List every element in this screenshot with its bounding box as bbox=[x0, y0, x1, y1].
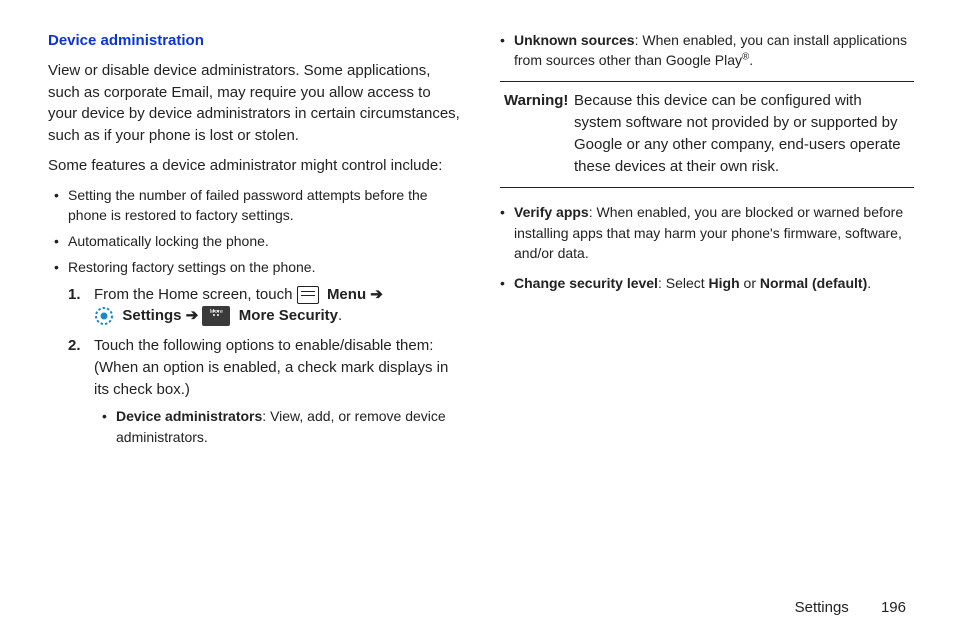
step1-text-a: From the Home screen, touch bbox=[94, 286, 297, 303]
page-number: 196 bbox=[881, 599, 906, 616]
feature-bullets: Setting the number of failed password at… bbox=[48, 185, 462, 278]
csl-t3: . bbox=[867, 275, 871, 291]
menu-label: Menu bbox=[327, 286, 366, 303]
step-number: 2. bbox=[68, 335, 81, 357]
unknown-sources-item: Unknown sources: When enabled, you can i… bbox=[500, 30, 914, 71]
verify-apps-label: Verify apps bbox=[514, 204, 589, 220]
unknown-sources-label: Unknown sources bbox=[514, 32, 635, 48]
section-heading: Device administration bbox=[48, 30, 462, 52]
high-label: High bbox=[709, 275, 740, 291]
step-2: 2. Touch the following options to enable… bbox=[68, 335, 462, 447]
content-columns: Device administration View or disable de… bbox=[48, 30, 914, 455]
settings-icon bbox=[94, 306, 114, 326]
change-security-label: Change security level bbox=[514, 275, 658, 291]
intro-paragraph-1: View or disable device administrators. S… bbox=[48, 60, 462, 147]
csl-t2: or bbox=[740, 275, 760, 291]
warning-block: Warning! Because this device can be conf… bbox=[500, 81, 914, 189]
csl-t1: : Select bbox=[658, 275, 709, 291]
warning-label: Warning! bbox=[504, 92, 568, 109]
more-security-label: More Security bbox=[239, 307, 338, 324]
right-bullets-top: Unknown sources: When enabled, you can i… bbox=[500, 30, 914, 71]
instruction-steps: 1. From the Home screen, touch Menu ➔ Se… bbox=[48, 284, 462, 447]
right-column: Unknown sources: When enabled, you can i… bbox=[500, 30, 914, 455]
bullet-item: Restoring factory settings on the phone. bbox=[54, 257, 462, 277]
bullet-item: Setting the number of failed password at… bbox=[54, 185, 462, 226]
arrow-icon: ➔ bbox=[186, 307, 199, 324]
step-number: 1. bbox=[68, 284, 81, 306]
page-footer: Settings 196 bbox=[795, 599, 906, 616]
verify-apps-item: Verify apps: When enabled, you are block… bbox=[500, 202, 914, 263]
arrow-icon: ➔ bbox=[370, 286, 383, 303]
change-security-item: Change security level: Select High or No… bbox=[500, 273, 914, 293]
settings-label: Settings bbox=[122, 307, 181, 324]
intro-paragraph-2: Some features a device administrator mig… bbox=[48, 155, 462, 177]
period: . bbox=[749, 52, 753, 68]
sub-bullet-item: Device administrators: View, add, or rem… bbox=[102, 406, 462, 447]
normal-label: Normal (default) bbox=[760, 275, 867, 291]
more-icon bbox=[202, 306, 230, 326]
step-1: 1. From the Home screen, touch Menu ➔ Se… bbox=[68, 284, 462, 328]
left-column: Device administration View or disable de… bbox=[48, 30, 462, 455]
step2-text: Touch the following options to enable/di… bbox=[94, 337, 448, 398]
bullet-item: Automatically locking the phone. bbox=[54, 231, 462, 251]
footer-section: Settings bbox=[795, 599, 849, 616]
menu-icon bbox=[297, 286, 319, 304]
device-admins-label: Device administrators bbox=[116, 408, 262, 424]
right-bullets-bottom: Verify apps: When enabled, you are block… bbox=[500, 202, 914, 293]
step2-sub-bullets: Device administrators: View, add, or rem… bbox=[94, 406, 462, 447]
